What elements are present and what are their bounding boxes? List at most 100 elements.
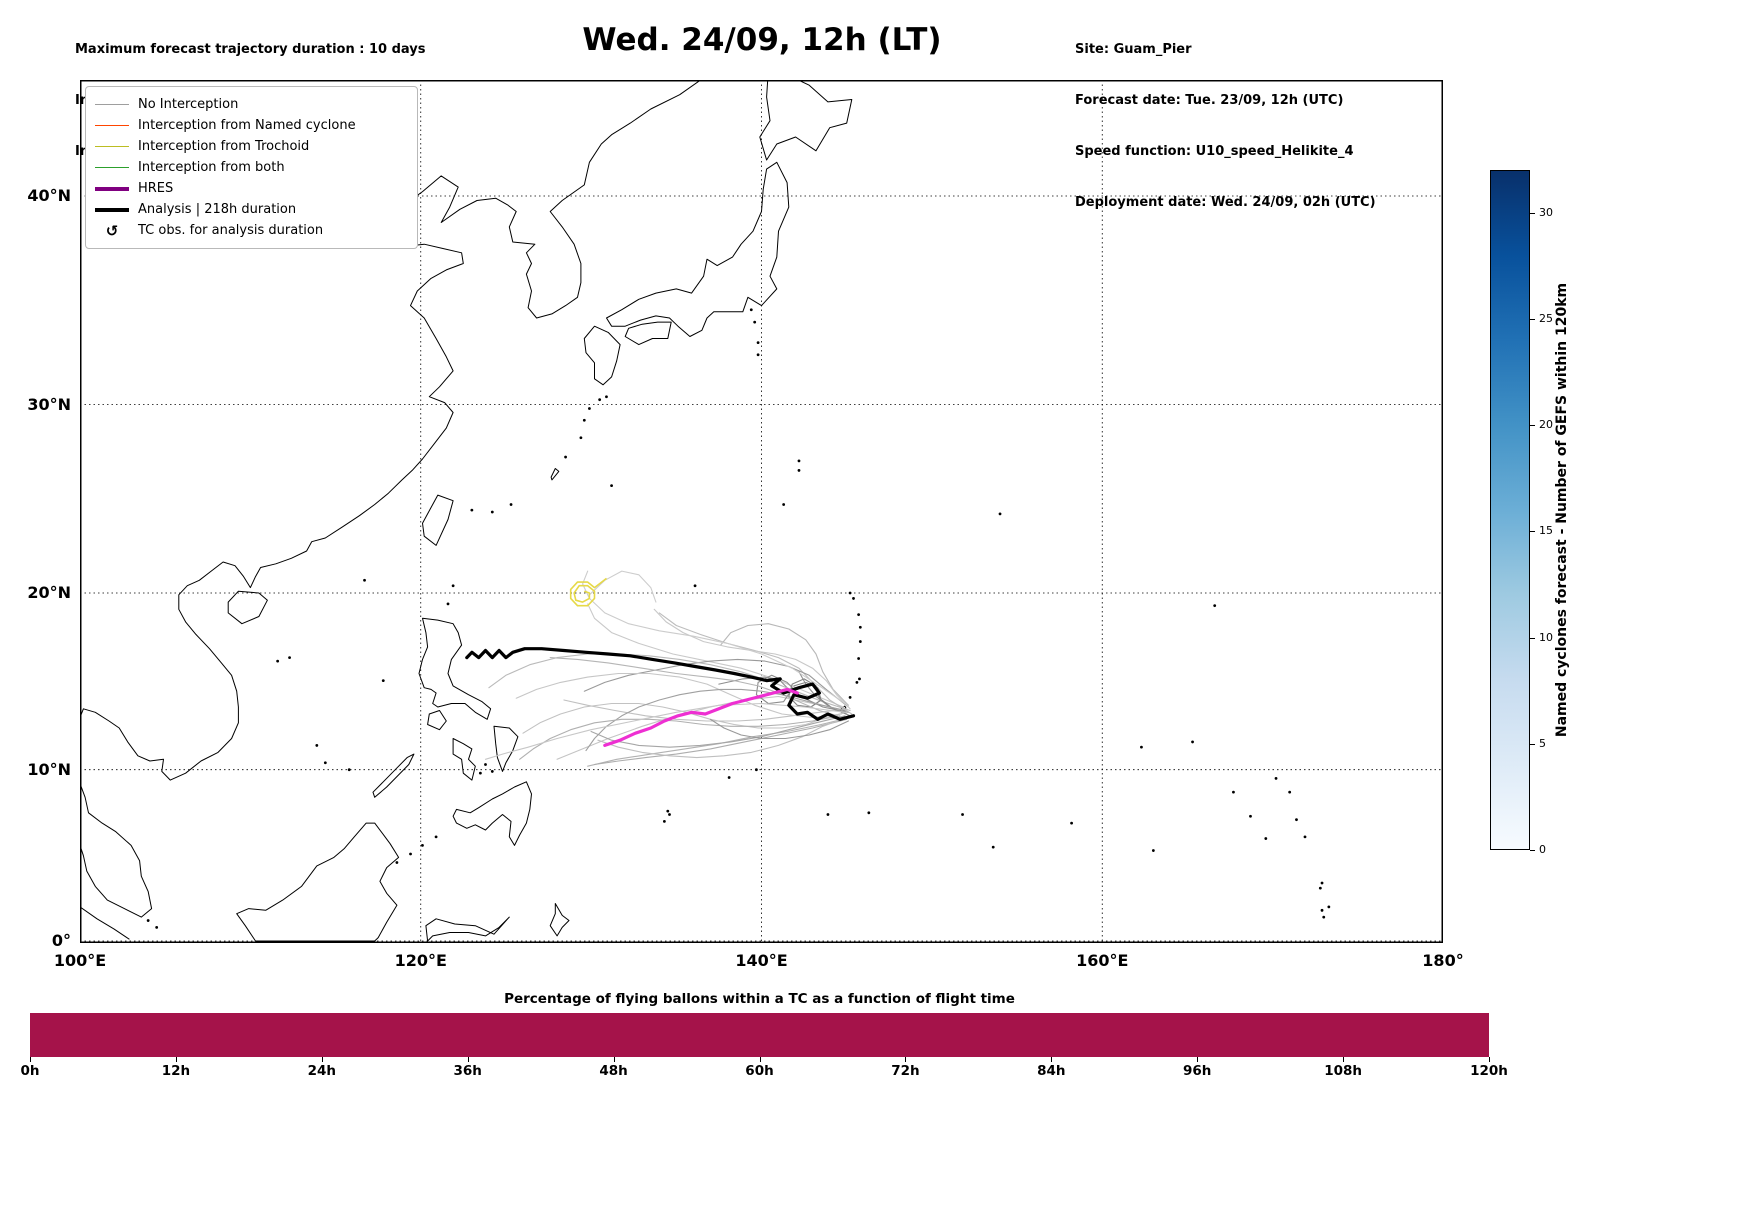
island-dot bbox=[1191, 740, 1194, 744]
island-dot bbox=[797, 459, 801, 463]
lat-tick-label: 20°N bbox=[27, 582, 71, 602]
coastline bbox=[427, 710, 447, 731]
island-dot bbox=[1318, 886, 1322, 890]
analysis-track bbox=[465, 647, 856, 721]
island-dot bbox=[1264, 837, 1268, 840]
tc-obs-icon: ↺ bbox=[105, 221, 119, 240]
colorbar-tick-label: 25 bbox=[1539, 311, 1553, 325]
island-dot bbox=[754, 768, 758, 772]
island-dot bbox=[797, 469, 801, 472]
trajectory-no-interception bbox=[658, 612, 853, 715]
island-dot bbox=[478, 771, 482, 775]
island-dot bbox=[1288, 790, 1292, 794]
island-dot bbox=[848, 695, 852, 699]
header-right-block: Site: Guam_Pier Forecast date: Tue. 23/0… bbox=[1075, 7, 1376, 245]
coastline bbox=[759, 80, 853, 161]
bottom-tick-mark bbox=[1489, 1057, 1490, 1062]
island-dot bbox=[315, 744, 319, 747]
line-swatch-orange bbox=[95, 124, 129, 127]
trajectory-no-interception bbox=[590, 715, 846, 748]
island-dot bbox=[421, 844, 424, 847]
legend-item-named-cyclone: Interception from Named cyclone bbox=[95, 115, 407, 136]
bottom-tick-label: 84h bbox=[1037, 1063, 1066, 1079]
island-dot bbox=[564, 455, 567, 459]
bottom-tick-label: 120h bbox=[1470, 1063, 1508, 1079]
line-swatch-gray bbox=[95, 103, 129, 106]
lat-tick-label: 40°N bbox=[27, 186, 71, 206]
island-dot bbox=[470, 508, 474, 512]
line-swatch-olive bbox=[95, 145, 129, 148]
bottom-tick-mark bbox=[1343, 1057, 1345, 1062]
bottom-tick-label: 48h bbox=[599, 1063, 628, 1079]
island-dot bbox=[381, 679, 385, 683]
colorbar-tick-label: 0 bbox=[1539, 843, 1546, 856]
plot-border bbox=[80, 80, 1443, 943]
map-frame bbox=[80, 80, 1443, 943]
island-dot bbox=[363, 578, 366, 582]
island-dot bbox=[1140, 745, 1143, 749]
trajectory-no-interception bbox=[588, 570, 657, 603]
island-dot bbox=[991, 845, 995, 849]
island-dot bbox=[867, 811, 871, 815]
coastline bbox=[227, 590, 268, 625]
trajectory-no-interception bbox=[582, 570, 846, 705]
lon-tick-label: 100°E bbox=[53, 951, 107, 970]
island-dot bbox=[288, 656, 291, 659]
max-duration-text: Maximum forecast trajectory duration : 1… bbox=[75, 42, 426, 57]
colorbar-tick-label: 15 bbox=[1539, 524, 1553, 538]
island-dot bbox=[1295, 818, 1298, 822]
legend-line bbox=[95, 103, 129, 106]
coastline bbox=[606, 161, 790, 337]
bottom-chart-bar bbox=[30, 1013, 1489, 1057]
colorbar-tick-label: 10 bbox=[1539, 630, 1553, 644]
legend-line bbox=[95, 166, 129, 169]
bottom-tick-mark bbox=[759, 1057, 761, 1062]
legend-label: HRES bbox=[138, 181, 174, 196]
lat-tick-label: 30°N bbox=[27, 394, 71, 414]
trajectory-no-interception bbox=[597, 716, 848, 759]
site-text: Site: Guam_Pier bbox=[1075, 42, 1192, 57]
trajectory-no-interception bbox=[585, 688, 846, 752]
coastline bbox=[80, 80, 702, 781]
trajectory-no-interception bbox=[653, 608, 851, 710]
lat-tick-label: 10°N bbox=[27, 759, 71, 779]
island-dot bbox=[1070, 821, 1073, 825]
island-dot bbox=[1274, 776, 1278, 780]
island-dot bbox=[395, 861, 399, 864]
island-dot bbox=[446, 602, 450, 606]
trajectory-no-interception bbox=[709, 718, 849, 740]
island-dot bbox=[1249, 814, 1252, 818]
legend-item-no-interception: No Interception bbox=[95, 94, 407, 115]
coastline bbox=[80, 906, 130, 940]
trajectory-no-interception bbox=[718, 674, 849, 713]
island-dot bbox=[579, 436, 583, 440]
bottom-tick-mark bbox=[321, 1057, 323, 1062]
island-dot bbox=[858, 677, 861, 681]
island-dot bbox=[610, 484, 613, 488]
colorbar bbox=[1490, 170, 1530, 850]
colorbar-tick-mark bbox=[1530, 318, 1535, 320]
island-dot bbox=[727, 776, 731, 779]
bottom-tick-mark bbox=[613, 1057, 615, 1062]
legend-item-both: Interception from both bbox=[95, 157, 407, 178]
island-dot bbox=[852, 597, 855, 600]
island-dot bbox=[826, 813, 830, 816]
legend-line bbox=[95, 145, 129, 148]
bottom-tick-mark bbox=[467, 1057, 469, 1062]
legend-label: Analysis | 218h duration bbox=[138, 202, 297, 217]
island-dot bbox=[753, 320, 757, 324]
island-dot bbox=[1320, 908, 1324, 912]
bottom-tick-mark bbox=[1197, 1057, 1199, 1062]
island-dot bbox=[756, 353, 760, 357]
lon-tick-label: 180° bbox=[1422, 951, 1464, 970]
deployment-date-text: Deployment date: Wed. 24/09, 02h (UTC) bbox=[1075, 195, 1376, 210]
legend-line bbox=[95, 124, 129, 127]
legend-item-hres: HRES bbox=[95, 178, 407, 199]
trajectory-no-interception bbox=[593, 718, 848, 766]
colorbar-tick-mark bbox=[1530, 425, 1535, 426]
colorbar-tick-mark bbox=[1530, 212, 1535, 214]
coastline bbox=[418, 617, 492, 720]
trochoid-loop bbox=[569, 577, 607, 607]
bottom-tick-mark bbox=[1051, 1057, 1053, 1062]
island-dot bbox=[155, 925, 159, 929]
